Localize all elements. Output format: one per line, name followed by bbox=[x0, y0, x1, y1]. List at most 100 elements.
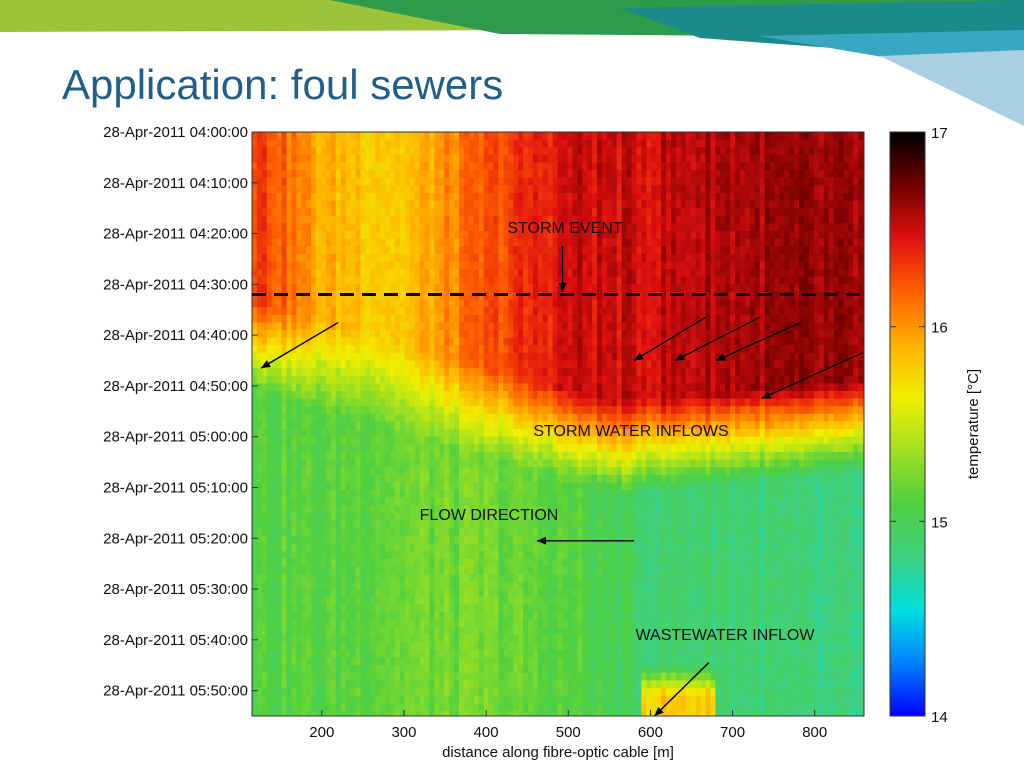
heatmap-cell bbox=[493, 383, 500, 392]
heatmap-cell bbox=[390, 238, 396, 247]
heatmap-cell bbox=[680, 352, 687, 362]
heatmap-cell bbox=[399, 421, 406, 430]
heatmap-cell bbox=[375, 330, 381, 339]
heatmap-cell bbox=[449, 322, 455, 331]
heatmap-cell bbox=[833, 253, 840, 263]
heatmap-cell bbox=[794, 261, 800, 270]
heatmap-cell bbox=[542, 429, 549, 438]
heatmap-cell bbox=[449, 154, 455, 164]
heatmap-cell bbox=[710, 192, 716, 202]
heatmap-cell bbox=[597, 192, 603, 202]
heatmap-cell bbox=[532, 330, 539, 339]
heatmap-cell bbox=[523, 139, 529, 148]
heatmap-cell bbox=[582, 139, 588, 148]
heatmap-cell bbox=[651, 314, 657, 324]
heatmap-cell bbox=[646, 162, 652, 171]
heatmap-cell bbox=[498, 162, 504, 171]
heatmap-cell bbox=[823, 154, 830, 164]
heatmap-cell bbox=[528, 200, 534, 209]
heatmap-cell bbox=[493, 200, 500, 209]
heatmap-cell bbox=[601, 390, 608, 400]
heatmap-cell bbox=[478, 314, 485, 324]
heatmap-cell bbox=[532, 185, 539, 194]
heatmap-cell bbox=[498, 132, 504, 141]
heatmap-cell bbox=[799, 215, 805, 225]
heatmap-cell bbox=[296, 238, 302, 247]
heatmap-cell bbox=[537, 246, 544, 255]
heatmap-cell bbox=[473, 337, 480, 346]
heatmap-cell bbox=[508, 291, 514, 301]
heatmap-cell bbox=[843, 368, 849, 377]
heatmap-cell bbox=[296, 375, 302, 384]
heatmap-cell bbox=[335, 132, 342, 141]
heatmap-cell bbox=[266, 231, 273, 240]
heatmap-cell bbox=[252, 368, 258, 377]
heatmap-cell bbox=[365, 246, 371, 255]
heatmap-cell bbox=[636, 269, 642, 278]
heatmap-cell bbox=[572, 246, 578, 255]
heatmap-cell bbox=[661, 383, 667, 392]
heatmap-cell bbox=[513, 200, 519, 209]
heatmap-cell bbox=[360, 185, 366, 194]
heatmap-cell bbox=[715, 223, 721, 232]
heatmap-cell bbox=[858, 253, 864, 263]
heatmap-cell bbox=[256, 162, 263, 171]
heatmap-cell bbox=[764, 291, 771, 301]
heatmap-cell bbox=[291, 147, 297, 156]
heatmap-cell bbox=[700, 307, 707, 316]
heatmap-cell bbox=[592, 368, 598, 377]
heatmap-cell bbox=[587, 299, 593, 308]
heatmap-cell bbox=[473, 398, 480, 407]
heatmap-cell bbox=[424, 352, 431, 362]
heatmap-cell bbox=[592, 162, 598, 171]
heatmap-cell bbox=[380, 253, 386, 263]
heatmap-cell bbox=[365, 314, 371, 324]
heatmap-cell bbox=[804, 368, 810, 377]
heatmap-cell bbox=[784, 307, 790, 316]
heatmap-cell bbox=[680, 208, 687, 217]
heatmap-cell bbox=[749, 132, 756, 141]
heatmap-cell bbox=[858, 177, 864, 186]
heatmap-cell bbox=[271, 238, 278, 247]
heatmap-cell bbox=[498, 375, 504, 384]
heatmap-cell bbox=[419, 261, 426, 270]
heatmap-cell bbox=[789, 132, 795, 141]
heatmap-cell bbox=[823, 322, 830, 331]
heatmap-cell bbox=[424, 390, 431, 400]
heatmap-cell bbox=[271, 307, 278, 316]
heatmap-cell bbox=[503, 284, 509, 293]
heatmap-cell bbox=[735, 345, 741, 354]
heatmap-cell bbox=[478, 337, 485, 346]
heatmap-cell bbox=[365, 390, 371, 400]
heatmap-cell bbox=[503, 215, 509, 225]
heatmap-cell bbox=[542, 276, 549, 285]
heatmap-cell bbox=[419, 177, 426, 186]
heatmap-cell bbox=[587, 413, 593, 423]
heatmap-cell bbox=[503, 352, 509, 362]
heatmap-cell bbox=[468, 154, 475, 164]
heatmap-cell bbox=[542, 421, 549, 430]
heatmap-cell bbox=[611, 132, 618, 141]
heatmap-cell bbox=[434, 177, 440, 186]
heatmap-cell bbox=[626, 139, 633, 148]
heatmap-cell bbox=[256, 139, 263, 148]
heatmap-cell bbox=[513, 421, 519, 430]
heatmap-cell bbox=[498, 352, 504, 362]
heatmap-cell bbox=[468, 398, 475, 407]
heatmap-cell bbox=[266, 360, 273, 369]
heatmap-cell bbox=[301, 345, 307, 354]
heatmap-cell bbox=[759, 253, 766, 263]
heatmap-cell bbox=[552, 200, 559, 209]
heatmap-cell bbox=[281, 276, 288, 285]
heatmap-cell bbox=[813, 185, 820, 194]
heatmap-cell bbox=[291, 406, 297, 415]
heatmap-cell bbox=[439, 413, 445, 423]
heatmap-cell bbox=[784, 215, 790, 225]
heatmap-cell bbox=[390, 421, 396, 430]
heatmap-cell bbox=[513, 132, 519, 141]
heatmap-cell bbox=[813, 368, 820, 377]
heatmap-cell bbox=[725, 413, 731, 423]
heatmap-cell bbox=[631, 337, 638, 346]
heatmap-cell bbox=[261, 352, 268, 362]
heatmap-cell bbox=[419, 307, 426, 316]
